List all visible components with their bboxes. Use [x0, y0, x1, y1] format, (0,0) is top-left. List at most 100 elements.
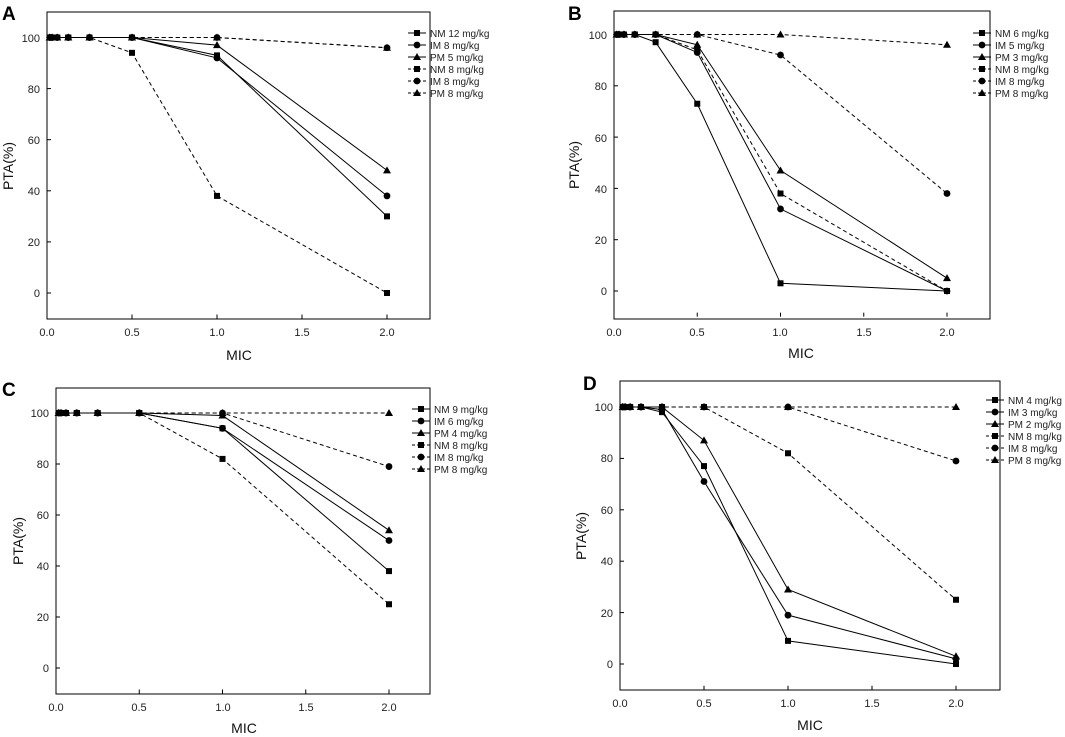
panel-c-xtick-label: 2.0 — [381, 702, 396, 714]
panel-a-xtick-label: 1.0 — [209, 327, 224, 339]
panel-d-ticks — [619, 406, 957, 690]
panel-a-letter: A — [2, 4, 16, 25]
panel-c-series-nm-9-mg-kg-solid-point — [386, 568, 392, 575]
panel-c-legend-marker — [417, 453, 425, 461]
panel-d-legend-marker — [991, 420, 999, 427]
panel-b-series-nm-6-mg-kg-solid-point — [652, 39, 659, 46]
panel-a-legend-marker — [414, 30, 420, 36]
panel-a-ytick-label: 60 — [28, 135, 40, 147]
panel-d-series-im-8-mg-kg-dashed-point — [952, 457, 960, 465]
panel-a-series-im-8-mg-kg-solid-point — [213, 54, 221, 62]
panel-b-series-nm-8-mg-kg-dashed-point — [944, 288, 950, 294]
panel-d-xtick-label: 1.0 — [780, 698, 795, 710]
panel-a-series-nm-12-mg-kg-solid-line — [49, 37, 388, 217]
panel-c-series-nm-8-mg-kg-dashed-line — [58, 412, 390, 605]
panel-c-series-pm-4-mg-kg-solid-point — [385, 526, 393, 534]
panel-b-ticks — [613, 34, 948, 317]
panel-b-series-pm-3-mg-kg-solid-point — [693, 40, 702, 48]
panel-d-series-nm-8-mg-kg-dashed-line — [622, 406, 957, 601]
panel-c-series-nm-8-mg-kg-dashed-point — [386, 601, 392, 608]
panel-c-ytick-label: 80 — [37, 459, 49, 471]
panel-d-series-pm-2-mg-kg-solid-point — [784, 585, 792, 593]
panel-d-series-pm-8-mg-kg-dashed-point — [626, 403, 635, 410]
panel-b-ytick-label: 100 — [589, 30, 607, 42]
panel-a-series-nm-12-mg-kg-solid-point — [384, 213, 390, 220]
panel-a-series-pm-8-mg-kg-dashed-point — [128, 33, 136, 41]
panel-a-series-pm-8-mg-kg-dashed-point — [48, 33, 57, 41]
panel-a-legend-label: IM 8 mg/kg — [430, 77, 479, 88]
panel-b-plot-frame — [613, 10, 991, 320]
panel-c-series-im-6-mg-kg-solid-line — [58, 412, 390, 541]
panel-b-xtick-label: 2.0 — [939, 327, 954, 339]
panel-d-series-pm-2-mg-kg-solid-point — [952, 652, 960, 660]
panel-a-legend-label: NM 12 mg/kg — [430, 29, 489, 40]
panel-d-series-nm-8-mg-kg-dashed-point — [953, 596, 959, 603]
panel-b-legend — [973, 30, 991, 96]
panel-a-legend-label: PM 8 mg/kg — [430, 89, 483, 100]
panel-a-ytick-label: 40 — [28, 186, 40, 198]
panel-b-legend-label: NM 6 mg/kg — [995, 29, 1049, 40]
panel-d-ytick-label: 60 — [601, 505, 613, 517]
panel-a-x-axis-title: MIC — [226, 347, 252, 363]
panel-b-series-pm-3-mg-kg-solid-point — [943, 274, 951, 282]
panel-b-letter: B — [568, 4, 582, 25]
panel-c-series-pm-8-mg-kg-dashed-point — [93, 409, 102, 416]
panel-a-xtick-label: 0.5 — [124, 327, 139, 339]
panel-d-series — [618, 403, 960, 667]
panel-d-legend-label: IM 8 mg/kg — [1008, 444, 1057, 455]
panel-d-xtick-label: 2.0 — [948, 698, 963, 710]
panel-c-ytick-label: 0 — [43, 663, 49, 675]
panel-d-series-pm-2-mg-kg-solid-point — [700, 436, 708, 444]
panel-a-series — [45, 33, 391, 296]
panel-b-series-nm-8-mg-kg-dashed-line — [616, 34, 948, 292]
panel-d-ytick-label: 100 — [595, 402, 613, 414]
panel-d-legend-marker — [992, 397, 998, 403]
panel-b-series-pm-8-mg-kg-dashed-point — [943, 40, 951, 48]
panel-d-series-pm-8-mg-kg-dashed-point — [700, 403, 708, 410]
panel-d-legend-marker — [991, 444, 999, 452]
panel-a-legend-marker — [413, 77, 421, 85]
panel-c-ytick-label: 20 — [37, 612, 49, 624]
panel-c-legend-marker — [418, 406, 424, 412]
panel-b-series-pm-8-mg-kg-dashed-point — [693, 30, 702, 38]
panel-c-xtick-label: 0.5 — [131, 702, 146, 714]
panel-b-legend-marker — [979, 66, 985, 72]
panel-d-legend — [986, 397, 1004, 463]
panel-c-legend-label: NM 8 mg/kg — [434, 441, 488, 452]
panel-a-series-pm-8-mg-kg-dashed-point — [85, 33, 94, 41]
panel-d-ytick-label: 20 — [601, 608, 613, 620]
panel-b-y-axis-title: PTA(%) — [566, 141, 582, 189]
panel-a-legend — [408, 30, 426, 96]
panel-c-letter: C — [2, 380, 16, 401]
panel-c-legend-label: NM 9 mg/kg — [434, 405, 488, 416]
panel-a-series-pm-8-mg-kg-dashed-point — [213, 33, 221, 41]
panel-b-ytick-label: 40 — [595, 184, 607, 196]
panel-b-xtick-label: 1.5 — [856, 327, 871, 339]
panel-d-series-pm-8-mg-kg-dashed-point — [637, 403, 645, 410]
panel-b-ytick-label: 0 — [601, 286, 607, 298]
panel-c-ytick-label: 100 — [31, 408, 49, 420]
panel-b-legend-label: PM 3 mg/kg — [995, 53, 1048, 64]
panel-a-ytick-label: 80 — [28, 84, 40, 96]
panel-d-y-axis-title: PTA(%) — [573, 512, 589, 560]
panel-c-ytick-label: 60 — [37, 510, 49, 522]
panel-d-legend-marker — [991, 456, 999, 463]
panel-a-legend-marker — [414, 66, 420, 72]
panel-a-series-nm-8-mg-kg-dashed-line — [49, 37, 388, 294]
panel-d-series-pm-8-mg-kg-dashed-point — [784, 403, 792, 410]
panel-d-ytick-label: 0 — [607, 659, 613, 671]
panel-b-series-im-8-mg-kg-dashed-point — [777, 51, 784, 59]
panel-b-series-im-5-mg-kg-solid-point — [777, 205, 784, 213]
panel-a-series-im-8-mg-kg-solid-point — [383, 192, 391, 200]
panel-b-series-nm-6-mg-kg-solid-point — [777, 280, 784, 287]
panel-b-legend-marker — [978, 53, 986, 60]
panel-a-ytick-label: 0 — [34, 288, 40, 300]
panel-b-xtick-label: 0.5 — [689, 327, 704, 339]
panel-c-series-pm-8-mg-kg-dashed-point — [385, 409, 393, 416]
panel-c-legend-label: PM 8 mg/kg — [434, 465, 487, 476]
panel-b-series-nm-6-mg-kg-solid-point — [694, 100, 701, 107]
panel-c-legend-label: PM 4 mg/kg — [434, 429, 487, 440]
panel-d-legend-label: NM 4 mg/kg — [1008, 396, 1062, 407]
panel-b-series — [612, 30, 951, 295]
panel-d-legend-marker — [992, 433, 998, 439]
